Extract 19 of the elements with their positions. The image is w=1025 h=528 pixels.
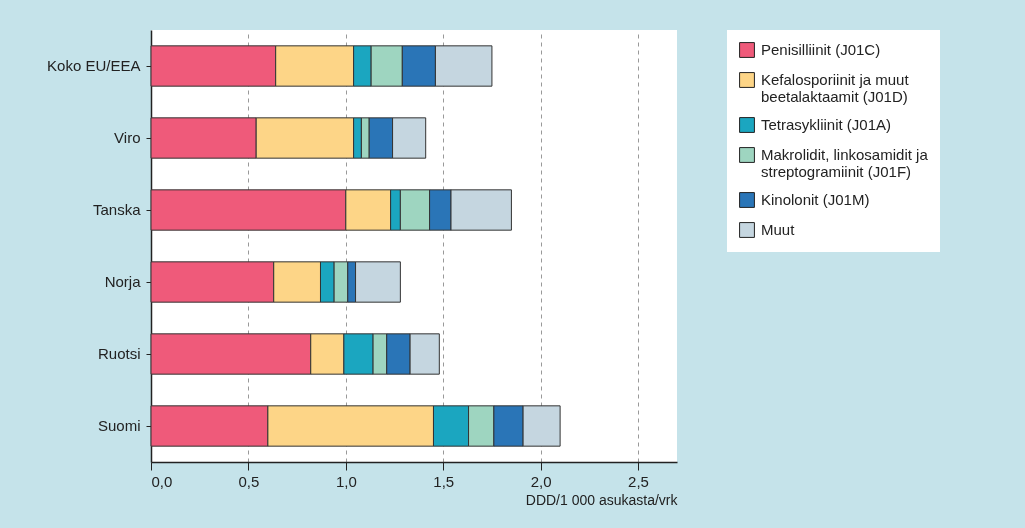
legend-label: Kinolonit (J01M) — [761, 191, 870, 208]
legend-label: Kefalosporiinit ja muut beetalaktaamit (J01D) — [761, 71, 910, 105]
y-tick-label: Ruotsi — [97, 345, 141, 362]
x-tick-label: 0,5 — [238, 472, 260, 490]
x-tick-label: 1,5 — [433, 472, 455, 490]
x-tick-label: 2,0 — [530, 472, 552, 490]
y-tick-label: Koko EU/EEA — [47, 57, 141, 74]
x-axis-title: DDD/1 000 asukasta/vrk — [525, 491, 679, 508]
legend-label: Tetrasykliinit (J01A) — [761, 116, 892, 133]
y-tick-label: Norja — [104, 273, 142, 290]
x-tick-label: 1,0 — [335, 472, 357, 490]
x-tick-label: 0,0 — [151, 472, 173, 490]
legend-label: Makrolidit, linkosamidit ja streptogramiinit (J01F) — [761, 146, 929, 180]
y-tick-label: Tanska — [92, 201, 142, 218]
legend-label: Penisilliinit (J01C) — [761, 41, 881, 58]
y-tick-label: Viro — [114, 129, 141, 146]
legend-label: Muut — [761, 221, 796, 238]
y-tick-label: Suomi — [97, 417, 141, 434]
x-tick-label: 2,5 — [628, 472, 649, 490]
